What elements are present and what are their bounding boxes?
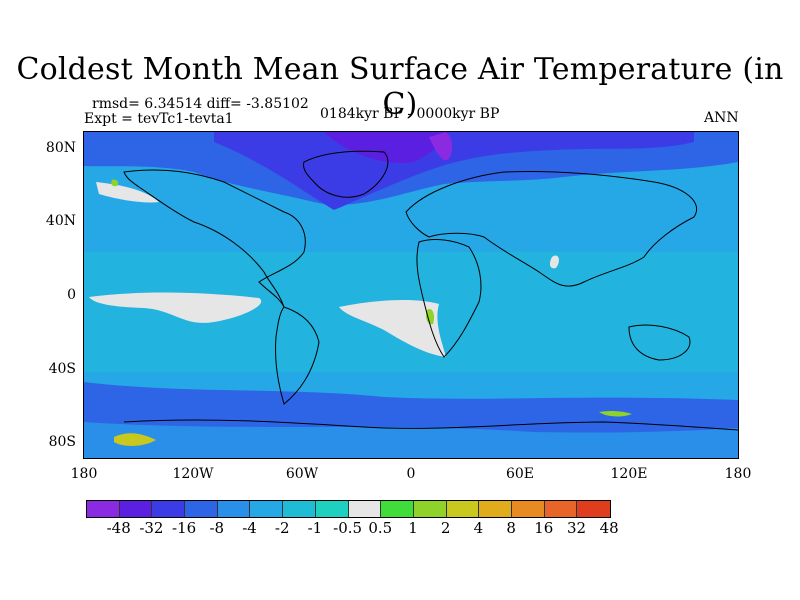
colorbar-cell xyxy=(217,501,251,517)
colorbar-label: 48 xyxy=(599,519,619,537)
east-antarctic-warm-anomaly xyxy=(599,410,632,417)
antarctic-warm-anomaly xyxy=(114,433,156,446)
pacific-neutral-zone xyxy=(89,292,262,323)
plot-title: Coldest Month Mean Surface Air Temperatu… xyxy=(16,52,784,122)
colorbar-label: 1 xyxy=(408,519,418,537)
colorbar-label: -48 xyxy=(106,519,131,537)
lon-label-120w: 120W xyxy=(172,466,214,482)
colorbar-cell xyxy=(250,501,284,517)
colorbar-label: -2 xyxy=(274,519,290,537)
colorbar xyxy=(86,500,611,518)
alaska-neutral-zone xyxy=(96,182,159,203)
lon-label-0: 0 xyxy=(406,466,416,482)
colorbar-label: 32 xyxy=(566,519,587,537)
lat-label-40n: 40N xyxy=(45,213,76,229)
colorbar-cell xyxy=(479,501,512,517)
map-panel xyxy=(83,131,739,459)
colorbar-cell xyxy=(87,501,120,517)
antarctic-band xyxy=(84,422,738,458)
coastlines xyxy=(123,150,738,431)
season-text: ANN xyxy=(704,110,739,126)
colorbar-cell xyxy=(511,501,545,517)
lat-label-80s: 80S xyxy=(48,434,76,450)
colorbar-cell xyxy=(283,501,316,517)
colorbar-label: 0.5 xyxy=(368,519,393,537)
lat-label-40s: 40S xyxy=(48,361,76,377)
mideast-neutral-zone xyxy=(549,255,559,269)
lon-label-120e: 120E xyxy=(610,466,648,482)
colorbar-label: -8 xyxy=(209,519,225,537)
colorbar-cell xyxy=(119,501,153,517)
colorbar-cell xyxy=(152,501,186,517)
colorbar-label: -0.5 xyxy=(333,519,363,537)
polar-extreme-zone xyxy=(324,132,449,163)
colorbar-cell xyxy=(381,501,414,517)
colorbar-cell xyxy=(446,501,480,517)
colorbar-label: 2 xyxy=(440,519,451,537)
lon-label-60e: 60E xyxy=(505,466,535,482)
period-text: 0184kyr BP - 0000kyr BP xyxy=(320,106,500,122)
greenland-cold-zone xyxy=(214,132,694,210)
lat-label-0: 0 xyxy=(67,287,76,303)
experiment-text: Expt = tevTc1-tevta1 xyxy=(84,111,234,127)
colorbar-label: 8 xyxy=(506,519,516,537)
lon-label-180w: 180 xyxy=(70,466,98,482)
colorbar-cell xyxy=(544,501,578,517)
lon-label-180e: 180 xyxy=(724,466,752,482)
lat-label-80n: 80N xyxy=(45,140,76,156)
deep-cold-spot xyxy=(429,132,453,161)
africa-warm-anomaly xyxy=(425,308,435,325)
alaska-warm-spot xyxy=(111,179,119,187)
colorbar-label: -4 xyxy=(242,519,257,537)
colorbar-cell xyxy=(315,501,349,517)
colorbar-cell xyxy=(348,501,382,517)
temperature-map xyxy=(84,132,738,458)
colorbar-label: 4 xyxy=(473,519,484,537)
atlantic-neutral-zone xyxy=(339,300,446,357)
colorbar-label: 16 xyxy=(534,519,554,537)
colorbar-label: -16 xyxy=(172,519,197,537)
colorbar-label: -1 xyxy=(307,519,323,537)
colorbar-cell xyxy=(577,501,610,517)
colorbar-cell xyxy=(413,501,447,517)
rmsd-diff-text: rmsd= 6.34514 diff= -3.85102 xyxy=(92,96,309,112)
lon-label-60w: 60W xyxy=(285,466,319,482)
colorbar-cell xyxy=(185,501,218,517)
colorbar-label: -32 xyxy=(139,519,164,537)
